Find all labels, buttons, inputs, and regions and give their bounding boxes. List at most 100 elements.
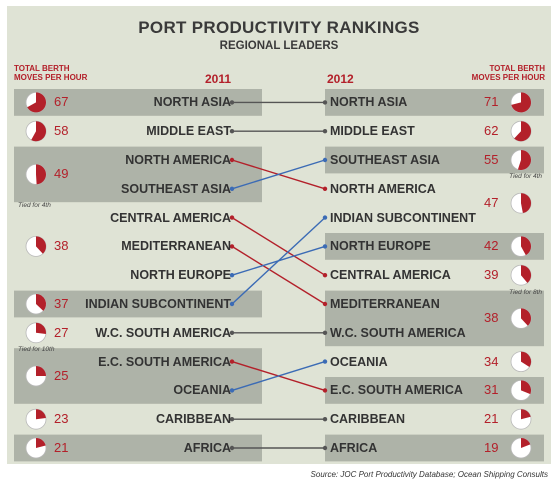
left-value: 38 (54, 238, 69, 254)
right-value: 19 (484, 440, 499, 455)
region-label: NORTH ASIA (330, 95, 408, 110)
connector-line (231, 217, 326, 276)
left-value: 67 (54, 94, 69, 110)
left-value: 25 (54, 368, 69, 383)
connector-line (231, 360, 326, 392)
region-label: NORTH ASIA (153, 95, 231, 110)
right-value: 21 (484, 411, 499, 427)
pie-slice (36, 164, 46, 185)
region-label: NORTH EUROPE (330, 239, 431, 254)
pie-slice (521, 351, 532, 367)
region-label: AFRICA (330, 441, 378, 455)
left-value: 21 (54, 440, 69, 455)
pie-slice (36, 409, 46, 420)
region-label: MIDDLE EAST (146, 124, 231, 139)
connector-dot (229, 417, 235, 422)
right-band (325, 377, 544, 404)
pie-slice (521, 265, 531, 283)
region-label: NORTH AMERICA (330, 181, 436, 196)
connector-dot (322, 215, 328, 220)
connector-line (231, 217, 326, 305)
right-value: 71 (484, 94, 499, 110)
connector-dot (229, 244, 235, 249)
pie-slice (521, 308, 531, 326)
right-value: 31 (484, 382, 499, 398)
source-note: Source: JOC Port Productivity Database; … (310, 470, 548, 479)
right-band (325, 290, 544, 347)
connector-line (231, 159, 326, 190)
connector-dot (322, 186, 328, 191)
left-value: 27 (54, 324, 69, 340)
region-label: INDIAN SUBCONTINENT (85, 297, 231, 311)
pie-slice (36, 438, 46, 448)
right-value: 62 (484, 123, 499, 139)
connector-dot (229, 215, 235, 220)
year-2012-label: 2012 (327, 72, 354, 86)
tie-note: Tied for 10th (18, 346, 55, 354)
right-value: 55 (484, 152, 499, 167)
region-label: W.C. SOUTH AMERICA (95, 325, 231, 340)
connector-dot (322, 100, 328, 105)
left-band (14, 348, 262, 404)
connector-dot (322, 157, 328, 163)
pie-slice (521, 409, 531, 420)
connector-dot (322, 417, 328, 422)
connector-dot (229, 388, 235, 393)
pie-slice (517, 150, 532, 171)
year-2011-label: 2011 (205, 72, 232, 86)
region-label: SOUTHEAST ASIA (121, 181, 231, 196)
right-band (325, 146, 544, 174)
right-band (325, 89, 544, 116)
pie-slice (521, 380, 531, 395)
connector-dot (322, 129, 328, 134)
region-label: INDIAN SUBCONTINENT (330, 210, 476, 225)
region-label: NORTH AMERICA (125, 153, 231, 167)
left-value: 23 (54, 411, 69, 427)
region-label: SOUTHEAST ASIA (330, 153, 440, 167)
region-label: AFRICA (183, 441, 231, 455)
pie-slice (511, 92, 531, 113)
connector-dot (229, 129, 235, 134)
tie-note: Tied for 4th (509, 173, 542, 181)
tie-note: Tied for 8th (509, 288, 542, 296)
left-band (14, 434, 262, 462)
pie-slice (36, 366, 46, 376)
right-value: 42 (484, 238, 499, 254)
pie-slice (36, 294, 47, 311)
left-value: 58 (54, 123, 69, 139)
region-label: OCEANIA (173, 383, 231, 398)
right-band (325, 434, 544, 462)
pie-slice (521, 193, 532, 214)
chart-title: PORT PRODUCTIVITY RANKINGS (138, 18, 420, 37)
region-label: CARIBBEAN (156, 412, 231, 427)
pie-slice (27, 92, 46, 113)
region-label: NORTH EUROPE (130, 268, 231, 283)
right-value: 39 (484, 267, 499, 283)
region-label: CENTRAL AMERICA (330, 268, 451, 283)
right-value: 38 (484, 310, 499, 326)
right-band (325, 233, 544, 260)
region-label: CARIBBEAN (330, 412, 405, 427)
pie-slice (514, 121, 532, 142)
left-value: 37 (54, 296, 69, 311)
connector-dot (229, 186, 235, 191)
pie-slice (521, 236, 532, 256)
connector-line (231, 245, 326, 305)
right-metric-header: TOTAL BERTH MOVES PER HOUR (471, 64, 545, 82)
connector-dot (229, 445, 235, 451)
tie-note: Tied for 4th (18, 202, 51, 210)
connector-dot (322, 359, 328, 364)
left-band (14, 89, 262, 116)
left-metric-header: TOTAL BERTH MOVES PER HOUR (14, 64, 88, 82)
region-label: OCEANIA (330, 354, 388, 369)
region-label: E.C. SOUTH AMERICA (98, 354, 231, 369)
region-label: E.C. SOUTH AMERICA (330, 383, 463, 398)
connector-dot (229, 273, 235, 278)
pie-slice (36, 236, 47, 254)
left-band (14, 146, 262, 203)
pie-slice (31, 121, 46, 142)
region-label: MIDDLE EAST (330, 124, 415, 139)
connector-dot (322, 330, 328, 335)
